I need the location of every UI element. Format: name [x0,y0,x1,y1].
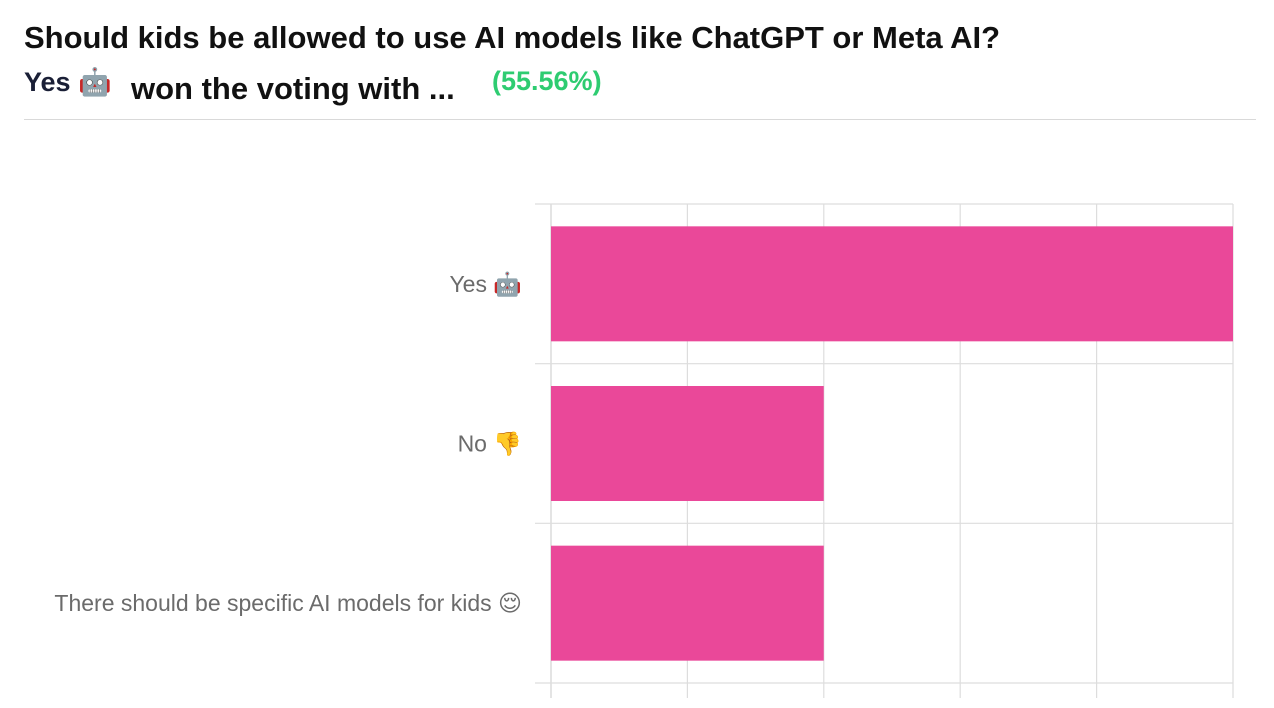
winner-percent: (55.56%) [492,66,602,96]
bar [551,226,1233,342]
poll-header: Should kids be allowed to use AI models … [24,0,1256,120]
category-label: No 👎 [458,431,522,458]
winner-text: won the voting with ... [131,71,455,106]
category-label: There should be specific AI models for k… [54,590,522,616]
winner-option: Yes 🤖 [24,67,112,97]
category-label: Yes 🤖 [449,271,522,298]
bar [551,545,824,661]
poll-question: Should kids be allowed to use AI models … [24,20,1001,55]
bar [551,386,824,501]
